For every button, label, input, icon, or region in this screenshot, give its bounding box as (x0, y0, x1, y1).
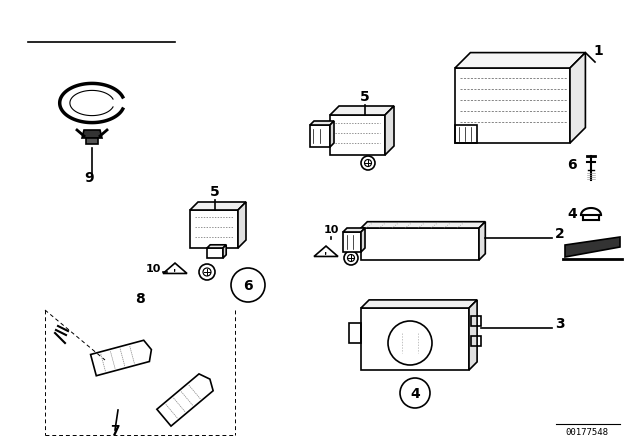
Polygon shape (310, 125, 330, 147)
Text: 1: 1 (593, 44, 603, 58)
Polygon shape (479, 222, 485, 260)
Polygon shape (361, 222, 485, 228)
Text: 10: 10 (145, 264, 161, 274)
Text: !: ! (173, 269, 177, 275)
Polygon shape (207, 245, 226, 248)
Text: 6: 6 (567, 158, 577, 172)
Text: 5: 5 (360, 90, 370, 104)
Text: 6: 6 (243, 279, 253, 293)
Polygon shape (455, 52, 586, 68)
Polygon shape (223, 245, 226, 258)
Text: 9: 9 (84, 171, 94, 185)
Text: 5: 5 (210, 185, 220, 199)
Text: 10: 10 (323, 225, 339, 235)
Polygon shape (82, 130, 102, 138)
Polygon shape (238, 202, 246, 248)
Polygon shape (455, 68, 570, 143)
Polygon shape (330, 115, 385, 155)
Polygon shape (190, 210, 238, 248)
Polygon shape (86, 138, 98, 144)
Polygon shape (570, 52, 586, 143)
Polygon shape (330, 106, 394, 115)
Polygon shape (343, 232, 361, 252)
Polygon shape (310, 121, 334, 125)
Polygon shape (343, 228, 365, 232)
Polygon shape (190, 202, 246, 210)
Text: !: ! (324, 252, 328, 258)
Polygon shape (361, 308, 469, 370)
Polygon shape (565, 237, 620, 257)
Polygon shape (361, 228, 479, 260)
Text: 3: 3 (555, 317, 564, 331)
Polygon shape (469, 300, 477, 370)
Polygon shape (330, 121, 334, 147)
Text: 00177548: 00177548 (566, 427, 609, 436)
Polygon shape (361, 228, 365, 252)
Text: 7: 7 (110, 424, 120, 438)
Text: 4: 4 (410, 387, 420, 401)
Text: 4: 4 (567, 207, 577, 221)
Polygon shape (361, 300, 477, 308)
Text: 2: 2 (555, 227, 564, 241)
Text: 8: 8 (135, 292, 145, 306)
Polygon shape (385, 106, 394, 155)
Polygon shape (207, 248, 223, 258)
